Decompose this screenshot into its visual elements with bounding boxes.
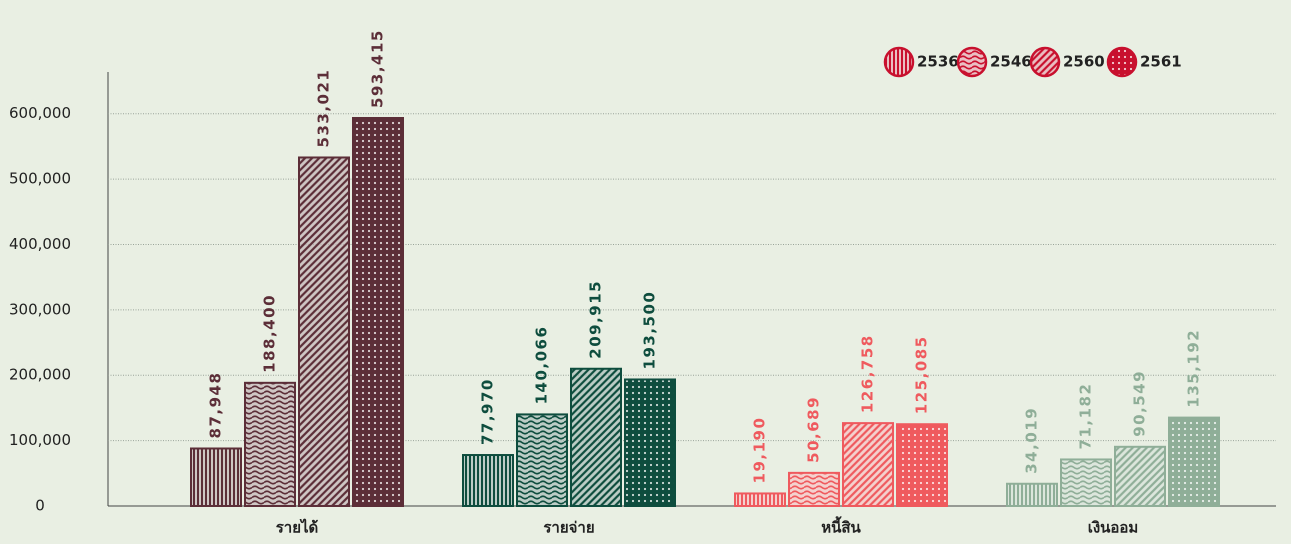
bar: [788, 471, 840, 507]
value-label: 188,400: [261, 294, 279, 373]
y-tick-label: 400,000: [9, 235, 71, 253]
bar: [1060, 458, 1112, 507]
value-label: 71,182: [1077, 383, 1095, 450]
x-tick-label: รายจ่าย: [543, 519, 594, 537]
x-tick-label: เงินออม: [1088, 519, 1139, 537]
bar: [516, 413, 568, 508]
x-tick-label: หนี้สิน: [821, 516, 861, 537]
bar: [190, 447, 242, 508]
value-label: 126,758: [859, 334, 877, 413]
value-label: 533,021: [315, 69, 333, 148]
y-tick-label: 300,000: [9, 300, 71, 318]
bar: [244, 381, 296, 508]
bar: [734, 492, 786, 508]
legend-icon: [883, 46, 915, 78]
legend-icon: [956, 46, 988, 78]
y-tick-label: 200,000: [9, 366, 71, 384]
legend-label: 2560: [1063, 53, 1105, 71]
bar: [1114, 445, 1166, 508]
x-tick-label: รายได้: [276, 518, 319, 537]
bar: [352, 116, 404, 507]
legend-icon: [1029, 46, 1061, 78]
bar: [842, 422, 894, 508]
value-label: 34,019: [1023, 407, 1041, 474]
value-label: 19,190: [751, 417, 769, 484]
value-label: 593,415: [369, 29, 387, 108]
bar: [462, 454, 514, 508]
value-label: 77,970: [479, 378, 497, 445]
legend-label: 2546: [990, 53, 1032, 71]
value-label: 140,066: [533, 326, 551, 405]
bar: [570, 367, 622, 508]
y-tick-label: 600,000: [9, 104, 71, 122]
value-label: 90,549: [1131, 370, 1149, 437]
bar: [624, 378, 676, 508]
value-label: 87,948: [207, 372, 225, 439]
bar: [1006, 482, 1058, 507]
bar: [1168, 416, 1220, 507]
bar: [896, 423, 948, 507]
legend-icon: [1106, 46, 1138, 78]
value-label: 135,192: [1185, 329, 1203, 408]
y-tick-label: 100,000: [9, 431, 71, 449]
value-label: 125,085: [913, 335, 931, 414]
value-label: 193,500: [641, 291, 659, 370]
y-tick-label: 0: [35, 497, 45, 515]
value-label: 209,915: [587, 280, 605, 359]
legend-label: 2536: [917, 53, 959, 71]
value-label: 50,689: [805, 396, 823, 463]
legend-label: 2561: [1140, 53, 1182, 71]
bar: [298, 156, 350, 507]
y-tick-label: 500,000: [9, 170, 71, 188]
